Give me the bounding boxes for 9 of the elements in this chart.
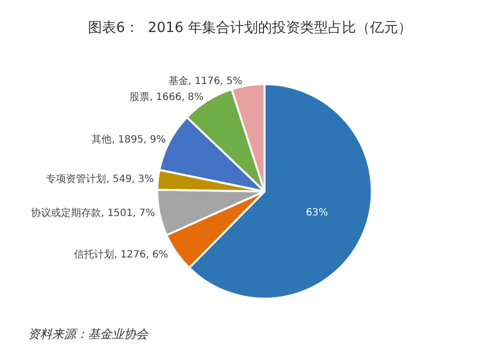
slice-label: 股票, 1666, 8%	[130, 92, 204, 103]
data-label: 63%	[306, 207, 328, 218]
chart-title: 图表6： 2016 年集合计划的投资类型占比（亿元）	[88, 20, 412, 36]
slice-label: 其他, 1895, 9%	[92, 133, 166, 146]
slice-label: 信托计划, 1276, 6%	[74, 248, 168, 260]
slice-label: 基金, 1176, 5%	[168, 74, 242, 87]
text: 资料来源：基金业协会	[28, 327, 149, 341]
slice-label: 专项资管计划, 549, 3%	[46, 172, 154, 185]
slice-label: 协议或定期存款, 1501, 7%	[30, 207, 155, 220]
